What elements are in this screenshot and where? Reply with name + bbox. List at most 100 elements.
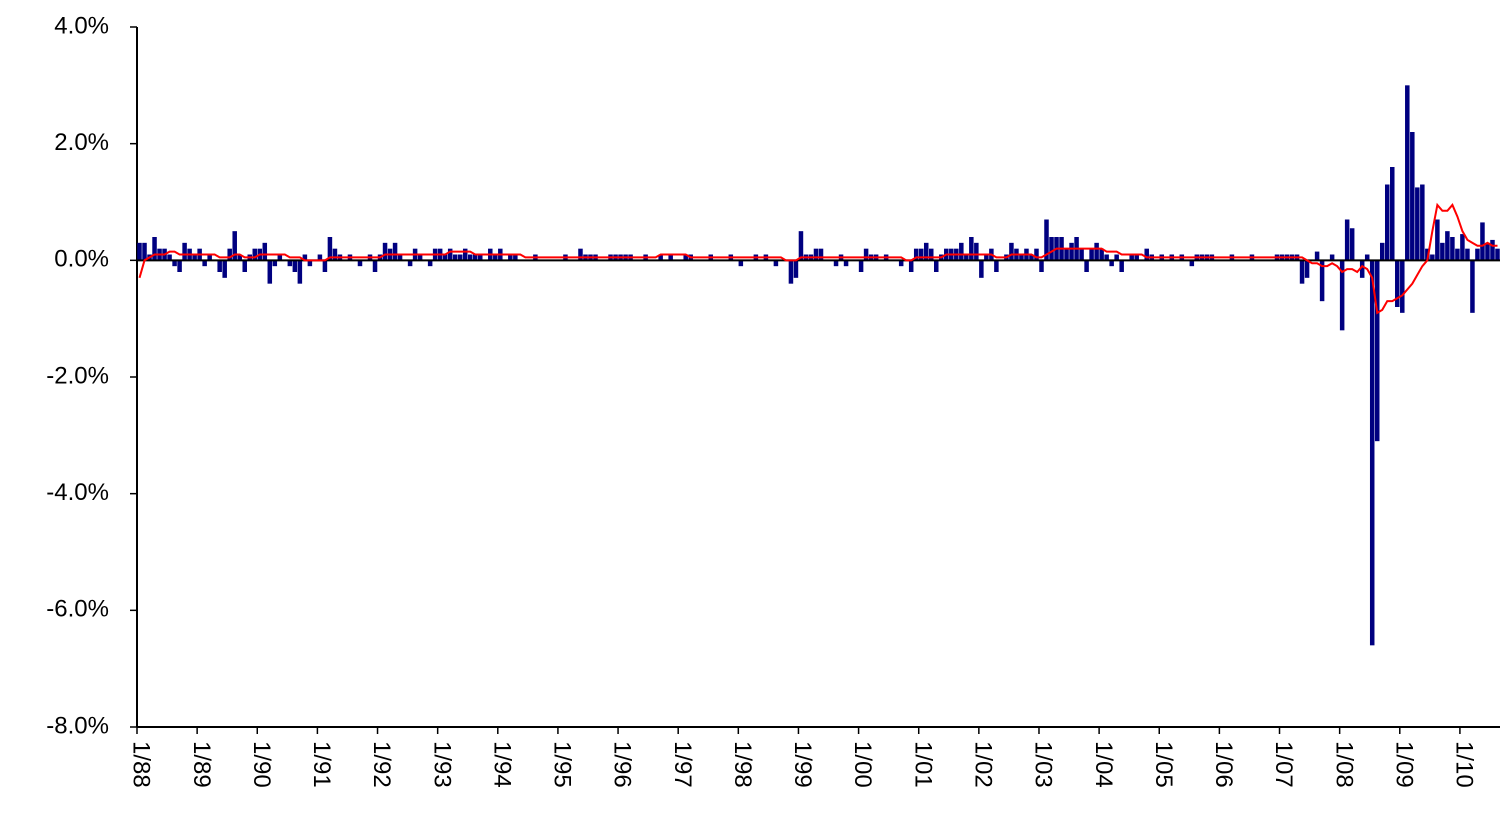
bar [1314, 251, 1320, 261]
bar [202, 260, 207, 267]
bar [1109, 260, 1114, 267]
bar [668, 254, 673, 261]
bar [332, 248, 338, 261]
bar [217, 260, 222, 272]
bar [152, 237, 157, 261]
x-tick-label: 1/89 [188, 741, 215, 788]
bar [1044, 219, 1049, 261]
bar [327, 237, 333, 261]
bar [1134, 254, 1139, 261]
bar [357, 260, 363, 267]
bar [513, 254, 518, 261]
bar [182, 242, 187, 261]
bar [317, 254, 323, 261]
bar [1490, 239, 1495, 261]
bar [1319, 260, 1325, 302]
bar [934, 260, 939, 272]
x-tick-label: 1/92 [368, 741, 395, 788]
bar [1480, 222, 1485, 261]
bar [1455, 248, 1460, 261]
bar [1094, 242, 1099, 261]
bar [478, 254, 483, 261]
bar [738, 260, 744, 267]
bar [137, 242, 142, 261]
bar [1465, 248, 1470, 261]
y-tick-label: -4.0% [46, 479, 109, 506]
bar [1079, 248, 1084, 261]
x-tick-label: 1/98 [729, 741, 756, 788]
x-tick-label: 1/08 [1330, 741, 1357, 788]
bar [252, 248, 258, 261]
bar [1189, 260, 1195, 267]
bar [382, 242, 388, 261]
bar [1344, 219, 1350, 261]
bar [793, 260, 799, 278]
x-tick-label: 1/88 [128, 741, 155, 788]
x-tick-label: 1/90 [248, 741, 275, 788]
bar [1395, 260, 1400, 307]
bar [292, 260, 298, 272]
bar [1099, 248, 1104, 261]
bar [974, 242, 979, 261]
x-tick-label: 1/95 [549, 741, 576, 788]
bar [1299, 260, 1305, 284]
bar [237, 254, 242, 261]
x-tick-label: 1/96 [609, 741, 636, 788]
bar [1430, 254, 1435, 261]
bar [1369, 260, 1375, 646]
bar [1400, 260, 1405, 313]
bar [167, 254, 172, 261]
bar [1104, 254, 1109, 261]
bar [242, 260, 247, 272]
bar [372, 260, 378, 272]
bar [658, 254, 663, 261]
bar [232, 231, 237, 261]
bar [1019, 254, 1024, 261]
line [138, 202, 1498, 315]
bar [928, 248, 934, 261]
x-tick-label: 1/04 [1090, 741, 1117, 788]
bar [322, 260, 328, 272]
bar [1349, 228, 1355, 261]
bar [508, 254, 513, 261]
bar [227, 248, 232, 261]
bar [417, 254, 423, 261]
bar [1374, 260, 1380, 442]
bar [1114, 254, 1119, 261]
bar [1144, 248, 1149, 261]
x-tick-label: 1/05 [1150, 741, 1177, 788]
bar [1329, 254, 1335, 261]
x-tick-label: 1/10 [1451, 741, 1478, 788]
bar [923, 242, 929, 261]
bar [447, 248, 453, 261]
bar [207, 254, 212, 261]
bar [1039, 260, 1044, 272]
bar [964, 254, 969, 261]
bar [427, 260, 433, 267]
bar [843, 260, 849, 267]
bar [1485, 242, 1490, 261]
bar [1364, 254, 1370, 261]
bar [833, 260, 839, 267]
bar [1410, 132, 1415, 261]
bar [272, 260, 278, 267]
x-tick-label: 1/93 [428, 741, 455, 788]
bar [1390, 167, 1395, 261]
bar [1470, 260, 1475, 313]
bar [1460, 234, 1465, 261]
x-tick-label: 1/06 [1210, 741, 1237, 788]
bar [1049, 237, 1054, 261]
bar [262, 242, 268, 261]
bar [177, 260, 182, 272]
bar [222, 260, 227, 278]
bar [302, 254, 308, 261]
bar [818, 248, 824, 261]
bar [1450, 237, 1455, 261]
bar [467, 254, 473, 261]
bar [1435, 219, 1440, 261]
x-tick-label: 1/99 [789, 741, 816, 788]
bar [1445, 231, 1450, 261]
bar [407, 260, 413, 267]
bar [277, 254, 283, 261]
